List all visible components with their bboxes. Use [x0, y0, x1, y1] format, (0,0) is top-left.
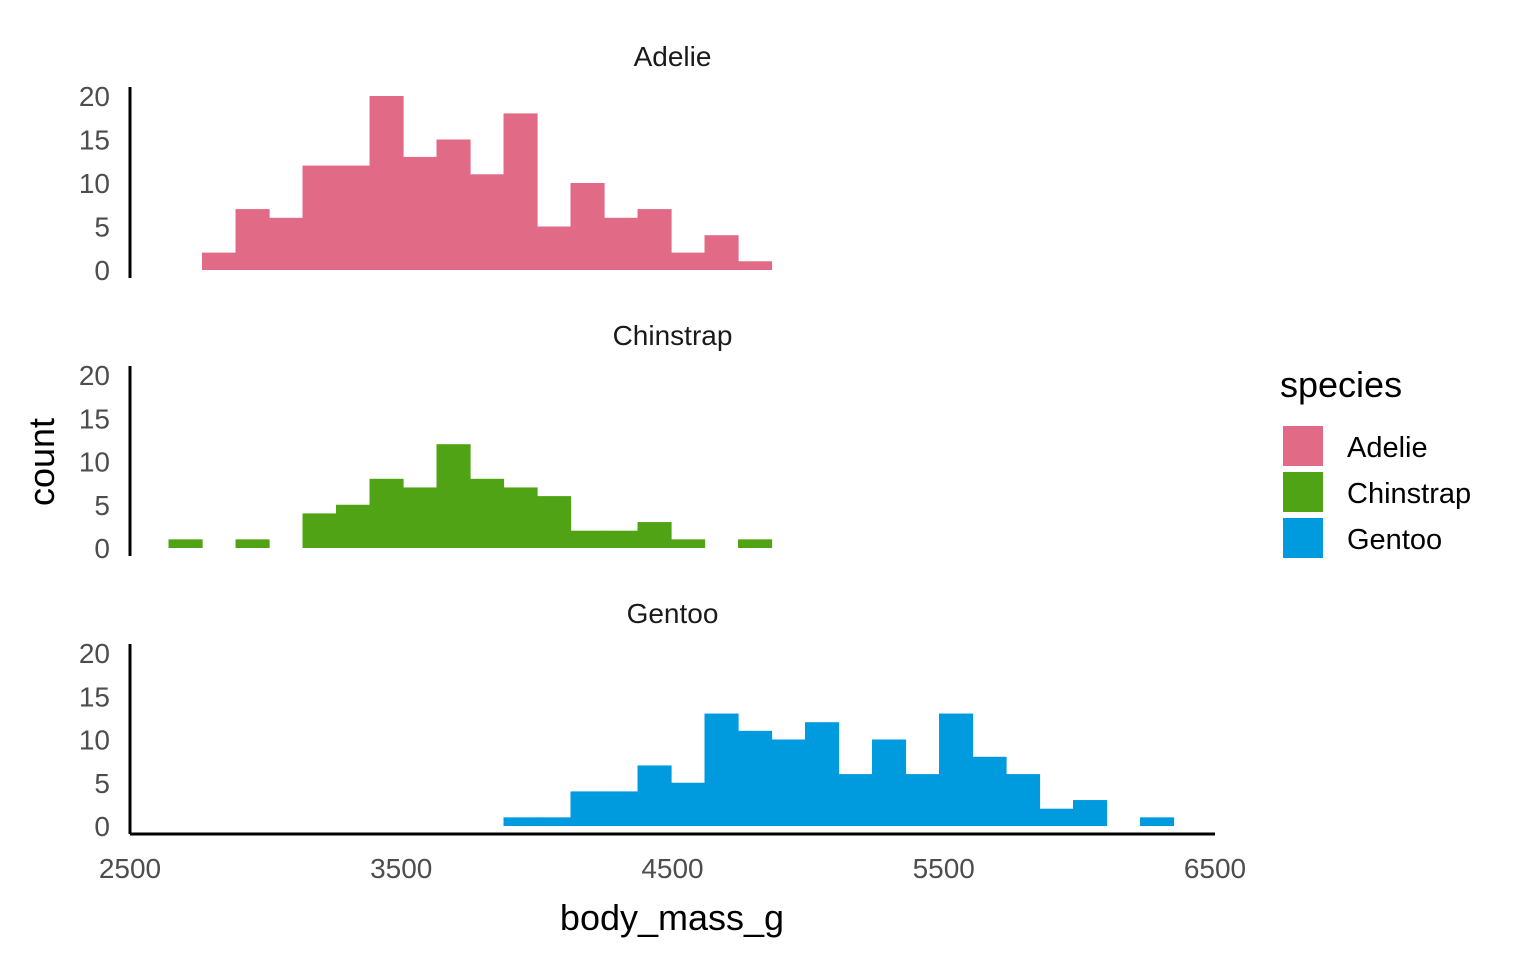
legend-title: species — [1280, 364, 1402, 405]
y-axis-title: count — [21, 418, 62, 506]
histogram-bar — [939, 713, 974, 826]
histogram-bar — [1006, 774, 1041, 826]
histogram-bar — [704, 713, 739, 826]
histogram-bar — [604, 217, 639, 270]
y-tick-label: 5 — [94, 490, 110, 521]
legend-swatch — [1283, 472, 1323, 512]
histogram-bar — [336, 504, 371, 548]
histogram-bar — [704, 235, 739, 270]
histogram-bar — [570, 791, 605, 826]
y-tick-label: 0 — [94, 811, 110, 842]
histogram-bar — [302, 165, 337, 270]
histogram-bar — [570, 183, 605, 270]
histogram-bar — [738, 261, 773, 270]
histogram-bar — [604, 530, 639, 548]
y-tick-label: 5 — [94, 212, 110, 243]
histogram-bar — [403, 487, 438, 548]
histogram-bar — [671, 252, 706, 270]
histogram-bar — [503, 487, 538, 548]
y-tick-label: 5 — [94, 768, 110, 799]
histogram-bar — [503, 113, 538, 271]
histogram-bar — [369, 96, 404, 270]
histogram-bar — [771, 739, 806, 826]
x-axis-title: body_mass_g — [560, 897, 784, 938]
y-tick-label: 10 — [79, 725, 110, 756]
histogram-bar — [972, 756, 1007, 826]
histogram-bar — [503, 817, 538, 826]
histogram-bar — [202, 252, 237, 270]
histogram-bar — [470, 478, 505, 548]
x-axis: 2500 3500 4500 5500 6500 — [99, 832, 1246, 884]
y-tick-label: 0 — [94, 533, 110, 564]
facet-panels: Adelie 0 5 10 15 20 Chinstrap 0 5 10 15 20 Gentoo 0 5 1… — [79, 41, 1175, 842]
y-tick-label: 0 — [94, 255, 110, 286]
histogram-bar — [637, 209, 672, 270]
x-tick-label: 4500 — [641, 853, 703, 884]
legend-swatch — [1283, 426, 1323, 466]
legend-item-gentoo: Gentoo — [1283, 518, 1442, 558]
facet-strip-label: Gentoo — [627, 598, 719, 629]
histogram-bar — [738, 730, 773, 826]
histogram-bar — [336, 165, 371, 270]
histogram-bar — [604, 791, 639, 826]
histogram-bar — [168, 539, 203, 548]
histogram-bar — [302, 513, 337, 548]
y-tick-label: 15 — [79, 403, 110, 434]
y-tick-label: 20 — [79, 360, 110, 391]
legend: species Adelie Chinstrap Gentoo — [1280, 364, 1471, 558]
legend-label: Chinstrap — [1347, 478, 1471, 510]
histogram-bar — [1073, 800, 1108, 826]
histogram-bar — [637, 765, 672, 826]
y-tick-label: 20 — [79, 638, 110, 669]
histogram-bar — [537, 817, 572, 826]
x-tick-label: 6500 — [1184, 853, 1246, 884]
histogram-bar — [671, 539, 706, 548]
histogram-bar — [235, 209, 270, 270]
histogram-bar — [470, 174, 505, 270]
legend-label: Gentoo — [1347, 524, 1442, 556]
histogram-bar — [805, 722, 840, 826]
x-tick-label: 5500 — [913, 853, 975, 884]
histogram-bar — [269, 217, 304, 270]
histogram-bar — [570, 530, 605, 548]
histogram-bar — [671, 782, 706, 826]
histogram-bar — [537, 226, 572, 270]
facet-strip-label: Adelie — [634, 41, 712, 72]
facet-strip-label: Chinstrap — [613, 320, 733, 351]
histogram-bar — [436, 444, 471, 548]
y-tick-label: 10 — [79, 168, 110, 199]
histogram-bar — [235, 539, 270, 548]
y-tick-label: 15 — [79, 681, 110, 712]
histogram-bar — [436, 139, 471, 270]
y-tick-label: 20 — [79, 81, 110, 112]
legend-label: Adelie — [1347, 432, 1428, 464]
histogram-bar — [738, 539, 773, 548]
facet-chinstrap: Chinstrap 0 5 10 15 20 — [79, 320, 773, 564]
histogram-bar — [403, 156, 438, 270]
legend-swatch — [1283, 518, 1323, 558]
y-tick-label: 10 — [79, 447, 110, 478]
histogram-bar — [637, 522, 672, 548]
x-tick-label: 3500 — [370, 853, 432, 884]
histogram-bar — [838, 774, 873, 826]
y-tick-label: 15 — [79, 125, 110, 156]
histogram-bar — [369, 478, 404, 548]
histogram-bar — [1140, 817, 1175, 826]
histogram-bar — [1039, 808, 1074, 826]
facet-gentoo: Gentoo 0 5 10 15 20 — [79, 598, 1175, 842]
legend-item-adelie: Adelie — [1283, 426, 1428, 466]
histogram-bar — [872, 739, 907, 826]
facet-adelie: Adelie 0 5 10 15 20 — [79, 41, 773, 286]
x-tick-label: 2500 — [99, 853, 161, 884]
histogram-bar — [537, 496, 572, 548]
histogram-bar — [905, 774, 940, 826]
legend-item-chinstrap: Chinstrap — [1283, 472, 1471, 512]
